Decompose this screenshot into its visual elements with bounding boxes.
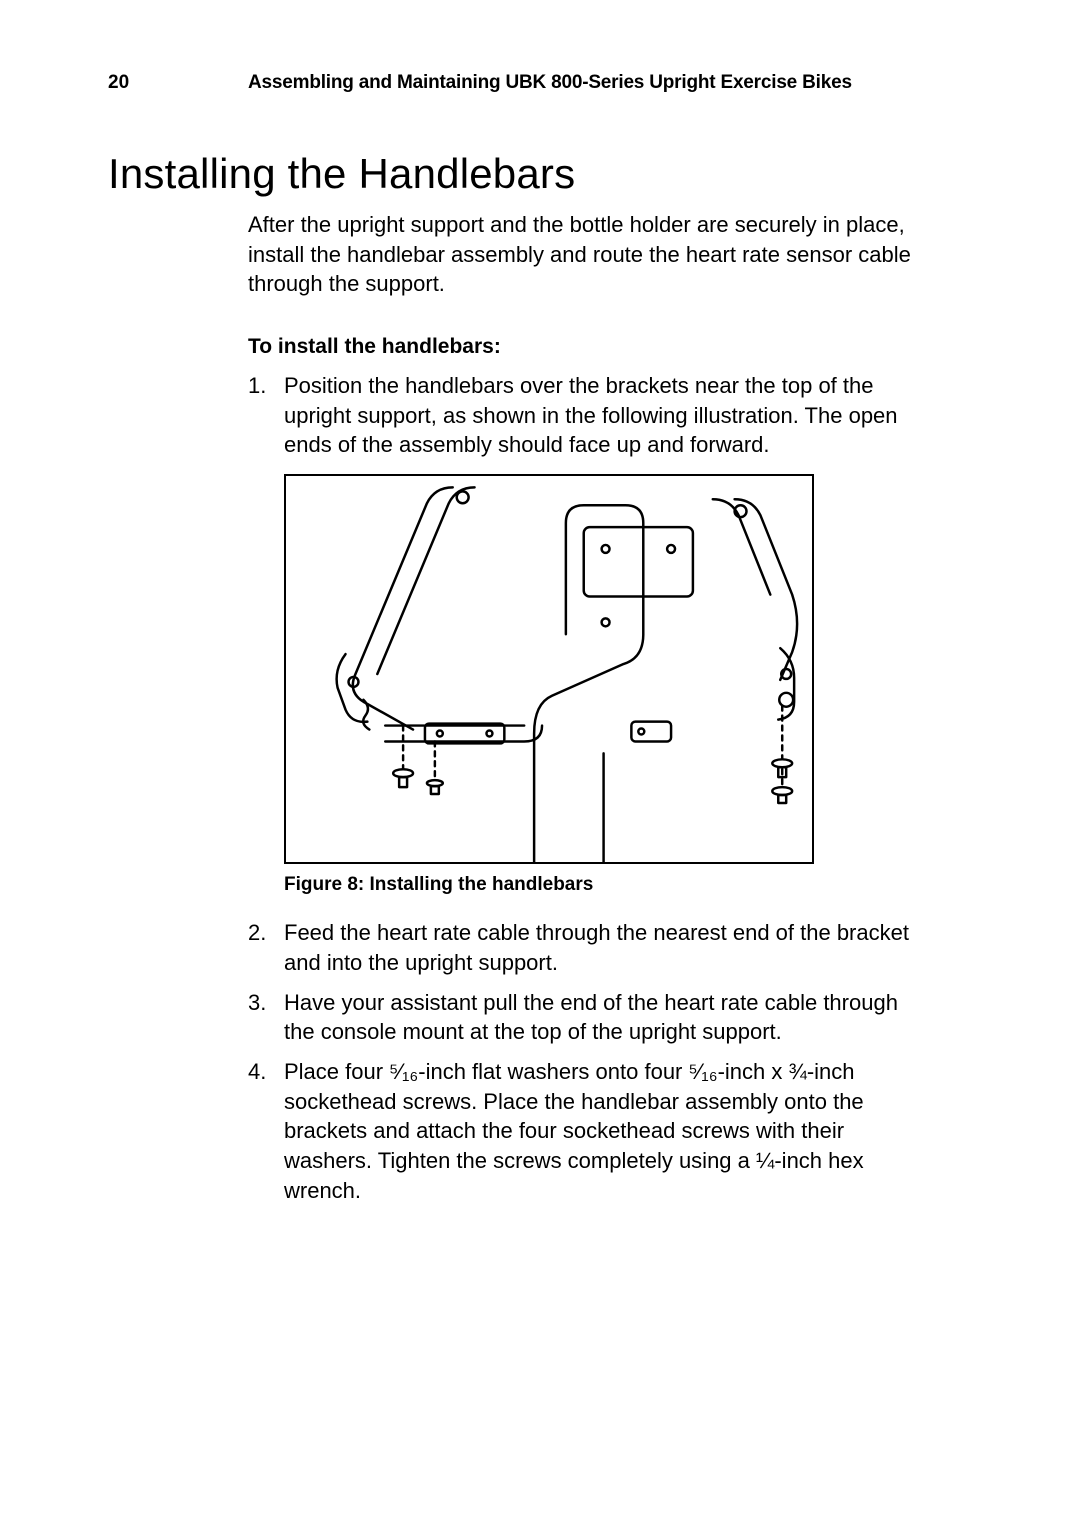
page: 20 Assembling and Maintaining UBK 800-Se… bbox=[0, 0, 1080, 1287]
handlebar-diagram-icon bbox=[286, 474, 812, 864]
step-text: Position the handlebars over the bracket… bbox=[284, 371, 928, 460]
step-number: 1. bbox=[248, 371, 284, 460]
step-item: 3. Have your assistant pull the end of t… bbox=[248, 988, 928, 1047]
running-head: Assembling and Maintaining UBK 800-Serie… bbox=[248, 72, 852, 94]
page-header: 20 Assembling and Maintaining UBK 800-Se… bbox=[108, 72, 972, 94]
body-column: After the upright support and the bottle… bbox=[248, 210, 928, 1205]
intro-paragraph: After the upright support and the bottle… bbox=[248, 210, 928, 299]
step-item: 2. Feed the heart rate cable through the… bbox=[248, 918, 928, 977]
step-text: Have your assistant pull the end of the … bbox=[284, 988, 928, 1047]
step-number: 3. bbox=[248, 988, 284, 1047]
step-number: 2. bbox=[248, 918, 284, 977]
section-title: Installing the Handlebars bbox=[108, 150, 972, 198]
steps-list-cont: 2. Feed the heart rate cable through the… bbox=[248, 918, 928, 1205]
figure-caption: Figure 8: Installing the handlebars bbox=[284, 874, 928, 896]
step-item: 1. Position the handlebars over the brac… bbox=[248, 371, 928, 460]
step-text: Place four ⁵⁄₁₆-inch flat washers onto f… bbox=[284, 1057, 928, 1205]
step-number: 4. bbox=[248, 1057, 284, 1205]
page-number: 20 bbox=[108, 72, 248, 94]
steps-list: 1. Position the handlebars over the brac… bbox=[248, 371, 928, 460]
step-text: Feed the heart rate cable through the ne… bbox=[284, 918, 928, 977]
figure-illustration bbox=[284, 474, 814, 864]
step-item: 4. Place four ⁵⁄₁₆-inch flat washers ont… bbox=[248, 1057, 928, 1205]
procedure-subhead: To install the handlebars: bbox=[248, 335, 928, 359]
